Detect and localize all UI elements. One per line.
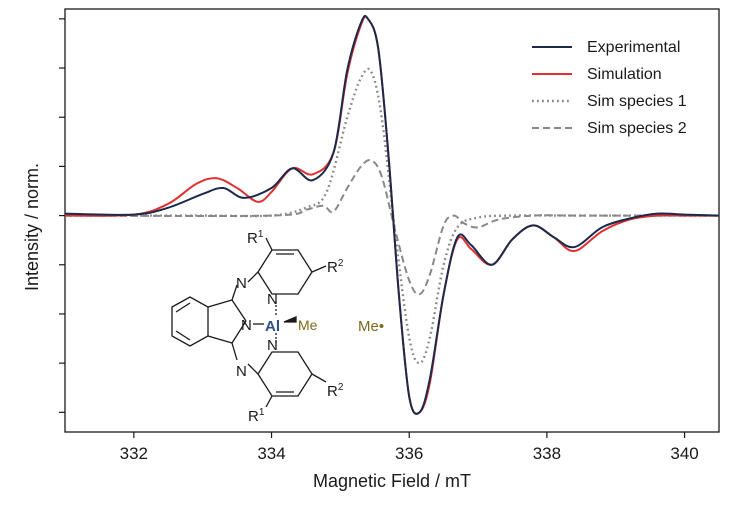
atom-me: Me <box>298 317 318 333</box>
x-axis-label: Magnetic Field / mT <box>313 471 471 491</box>
atom-n-top-pyr: N <box>267 291 278 308</box>
five-ring-bond-2 <box>207 335 233 344</box>
top-pyridine-ring <box>257 249 313 295</box>
five-ring-bond-4 <box>231 320 247 344</box>
y-axis-label: Intensity / norm. <box>22 163 42 291</box>
top-r2-bond <box>311 265 327 273</box>
atom-n-bottom: N <box>236 363 247 380</box>
five-ring-bond-3 <box>231 299 247 322</box>
benzo-inner-bond-1 <box>175 302 191 313</box>
bottom-pyridine-ring <box>257 351 313 397</box>
al-methyl-wedge <box>283 316 297 323</box>
atom-n-top: N <box>236 275 247 292</box>
structure-labels: N N N N N Al Me R1 R2 R1 R2 <box>236 229 344 425</box>
substituent-r2-top: R2 <box>327 258 344 276</box>
meso-bond-top-2 <box>247 271 259 283</box>
substituent-r1-top: R1 <box>247 229 264 247</box>
series-layer <box>64 14 720 415</box>
substituent-r1-bottom: R1 <box>248 407 265 425</box>
legend-label-simulation: Simulation <box>587 66 662 83</box>
bottom-r2-bond <box>311 373 327 383</box>
meso-bond-bottom-1 <box>231 342 238 361</box>
legend-label-experimental: Experimental <box>587 39 680 56</box>
me-radical-label: Me• <box>358 318 384 335</box>
top-r1-bond <box>265 237 273 251</box>
series-line-experimental <box>64 14 720 415</box>
five-ring-bond-1 <box>207 299 233 308</box>
x-tick-label: 332 <box>120 444 148 463</box>
x-tick-label: 334 <box>257 444 285 463</box>
x-tick-label: 338 <box>533 444 561 463</box>
meso-bond-top-1 <box>231 284 238 301</box>
atom-al: Al <box>265 318 280 335</box>
plot-area-frame <box>64 8 720 433</box>
y-axis-ticks <box>59 18 65 413</box>
atom-n-center: N <box>241 317 252 334</box>
x-tick-label: 340 <box>670 444 698 463</box>
meso-bond-bottom-2 <box>247 363 259 375</box>
benzo-ring <box>171 296 209 347</box>
substituent-r2-bottom: R2 <box>327 382 344 400</box>
series-line-sim-species-2 <box>64 159 719 296</box>
benzo-inner-bond-2 <box>175 330 191 341</box>
x-tick-label: 336 <box>395 444 423 463</box>
bottom-r1-bond <box>265 395 273 408</box>
aluminum-complex-structure <box>171 237 327 408</box>
legend-label-sim-species-1: Sim species 1 <box>587 93 687 110</box>
legend: Experimental Simulation Sim species 1 Si… <box>532 39 687 137</box>
legend-label-sim-species-2: Sim species 2 <box>587 120 687 137</box>
atom-n-bottom-pyr: N <box>267 337 278 354</box>
x-axis-ticks: 332 334 336 338 340 <box>120 432 699 463</box>
